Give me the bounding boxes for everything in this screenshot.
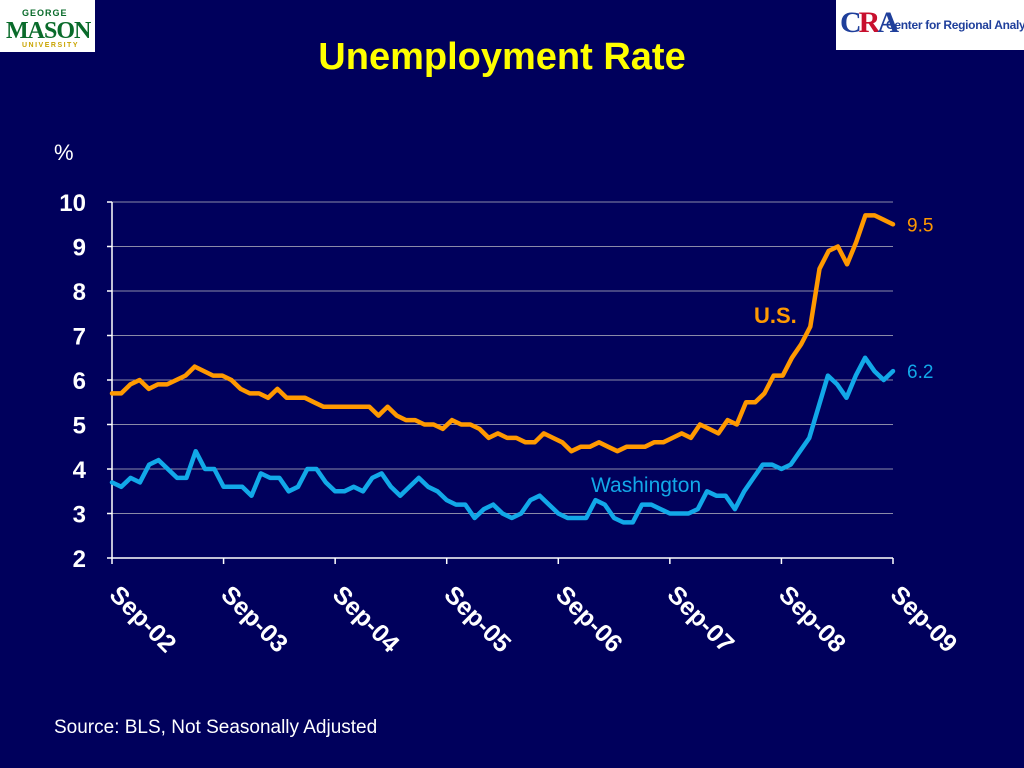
x-tick-label: Sep-05 (438, 580, 516, 658)
x-tick-label: Sep-04 (327, 580, 405, 658)
logo-mason-text: MASON (6, 18, 91, 44)
x-tick-label: Sep-02 (104, 580, 182, 658)
george-mason-logo: GEORGE MASON UNIVERSITY (0, 0, 95, 52)
y-tick-label: 2 (73, 546, 86, 573)
x-tick-label: Sep-06 (550, 580, 628, 658)
series-layer (109, 213, 896, 525)
series-line-u-s (109, 213, 896, 454)
logo-university-text: UNIVERSITY (22, 42, 80, 49)
chart-labels: 2 3 4 5 6 7 8 9 10% Sep-02 Sep-03 Sep-04 Sep-05 Sep-0… (54, 140, 963, 658)
source-note: Source: BLS, Not Seasonally Adjusted (54, 717, 378, 738)
end-value-label: 6.2 (907, 362, 933, 383)
end-value-label: 9.5 (907, 215, 933, 236)
x-tick-label: Sep-08 (773, 580, 851, 658)
series-line-washington (109, 355, 896, 525)
y-tick-label: 6 (73, 368, 86, 395)
grid-lines (112, 201, 893, 514)
series-label-us: U.S. (754, 303, 797, 328)
cra-logo: CRA Center for Regional Analysis (836, 0, 1024, 50)
chart-axes (107, 201, 894, 564)
x-tick-label: Sep-03 (215, 580, 293, 658)
y-tick-label: 8 (73, 279, 86, 306)
page-title: Unemployment Rate (318, 36, 686, 78)
x-tick-label: Sep-09 (885, 580, 963, 658)
cra-mark: CRA (840, 6, 899, 39)
y-tick-label: 9 (73, 235, 86, 262)
logo-george-text: GEORGE (22, 8, 68, 18)
y-tick-label: 3 (73, 502, 86, 529)
x-tick-label: Sep-07 (662, 580, 740, 658)
cra-text: Center for Regional Analysis (886, 18, 1024, 32)
y-tick-label: 4 (73, 457, 87, 484)
y-tick-label: 10 (59, 190, 86, 217)
y-tick-label: 5 (73, 413, 86, 440)
y-axis-label: % (54, 140, 74, 165)
series-label-washington: Washington (591, 474, 701, 497)
y-tick-label: 7 (73, 324, 86, 351)
